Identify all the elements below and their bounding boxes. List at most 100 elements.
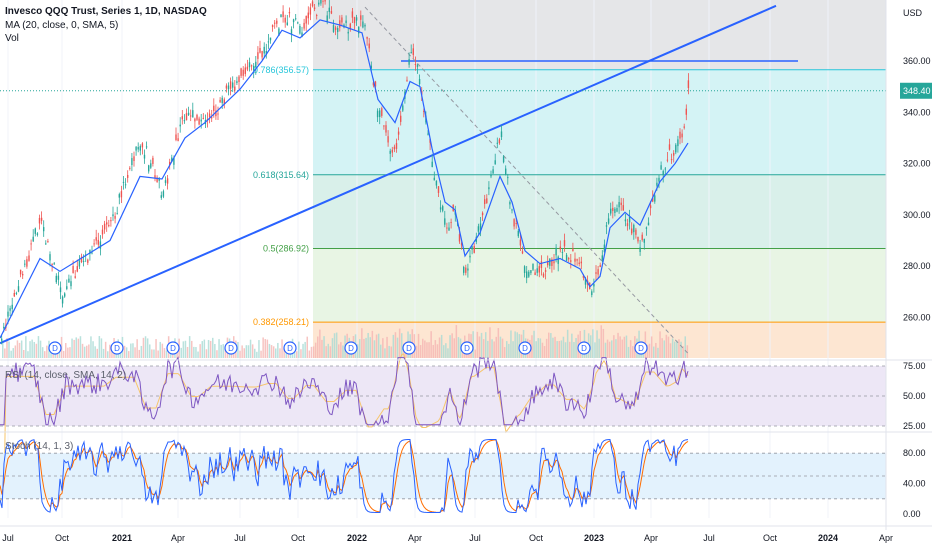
candle-body xyxy=(637,236,639,242)
volume-bar xyxy=(573,342,575,358)
volume-bar xyxy=(125,347,128,358)
time-tick: 2021 xyxy=(112,533,132,543)
candle-body xyxy=(74,276,76,278)
candle-body xyxy=(24,263,26,265)
candle-body xyxy=(618,202,620,208)
dividend-marker-label: D xyxy=(52,344,58,353)
candle-body xyxy=(437,186,440,193)
candle-body xyxy=(597,269,599,275)
volume-bar xyxy=(83,346,86,358)
volume-bar xyxy=(596,330,598,358)
time-tick: Jul xyxy=(234,533,246,543)
time-tick: Jul xyxy=(2,533,14,543)
volume-bar xyxy=(29,341,31,358)
volume-bar xyxy=(388,345,390,358)
volume-bar xyxy=(153,349,155,358)
candle-body xyxy=(605,225,608,227)
dividend-marker-label: D xyxy=(170,344,176,353)
volume-bar xyxy=(155,339,157,358)
candle-body xyxy=(385,125,387,133)
fib-label-2: 0.618(315.64) xyxy=(253,170,309,180)
candle-body xyxy=(330,11,333,14)
candle-body xyxy=(341,17,343,23)
candle-body xyxy=(496,142,498,144)
trend-line xyxy=(0,4,777,345)
volume-bar xyxy=(592,329,594,358)
volume-bar xyxy=(669,343,672,358)
volume-bar xyxy=(12,348,14,358)
candle-body xyxy=(40,217,43,221)
candle-body xyxy=(127,174,129,178)
candle-body xyxy=(183,120,186,122)
volume-bar xyxy=(58,351,61,358)
dividend-marker xyxy=(577,341,591,355)
candle-body xyxy=(248,62,251,68)
volume-bar xyxy=(480,332,483,358)
volume-bar xyxy=(503,347,506,358)
volume-bar xyxy=(243,348,245,358)
candle-body xyxy=(322,0,324,2)
candle-body xyxy=(22,273,24,276)
volume-bar xyxy=(629,340,632,358)
candle-body xyxy=(292,19,295,23)
volume-bar xyxy=(90,336,92,358)
candle-body xyxy=(376,110,379,118)
candle-body xyxy=(213,105,215,112)
volume-bar xyxy=(434,340,437,358)
candle-body xyxy=(624,219,627,222)
candle-body xyxy=(635,229,637,235)
candle-body xyxy=(530,270,532,274)
candle-body xyxy=(129,167,131,169)
candle-body xyxy=(154,175,156,179)
volume-bar xyxy=(338,344,340,358)
candle-body xyxy=(219,99,221,103)
volume-bar xyxy=(560,340,563,358)
candle-body xyxy=(337,28,339,33)
dividend-marker-label: D xyxy=(464,344,470,353)
candle-body xyxy=(612,207,614,212)
volume-bar xyxy=(132,343,134,358)
time-tick: Jul xyxy=(703,533,715,543)
volume-bar xyxy=(543,346,546,358)
volume-bar xyxy=(41,347,44,358)
volume-bar xyxy=(539,338,542,358)
volume-bar xyxy=(146,338,149,358)
volume-bar xyxy=(75,337,77,358)
volume-bar xyxy=(537,338,539,358)
candle-body xyxy=(513,219,515,227)
candle-body xyxy=(656,182,658,186)
volume-bar xyxy=(491,339,493,358)
candle-body xyxy=(572,248,574,252)
candle-body xyxy=(307,12,309,19)
volume-bar xyxy=(212,337,214,358)
volume-bar xyxy=(73,339,75,358)
candle-body xyxy=(328,7,330,12)
volume-bar xyxy=(657,347,659,358)
volume-bar xyxy=(37,336,40,358)
candle-body xyxy=(190,115,192,117)
dividend-marker-label: D xyxy=(406,344,412,353)
fib-zone-top xyxy=(313,0,886,70)
candle-body xyxy=(685,108,687,115)
volume-bar xyxy=(197,351,199,358)
volume-bar xyxy=(545,338,548,358)
volume-bar xyxy=(39,340,42,358)
candle-body xyxy=(431,161,433,168)
candle-body xyxy=(53,263,55,265)
candle-body xyxy=(370,65,372,69)
volume-bar xyxy=(306,336,308,358)
candle-body xyxy=(677,139,679,147)
candle-body xyxy=(316,15,318,17)
candle-body xyxy=(106,222,108,225)
volume-bar xyxy=(510,330,512,358)
time-tick: Oct xyxy=(763,533,778,543)
volume-bar xyxy=(180,347,182,358)
candle-body xyxy=(139,146,141,151)
volume-bar xyxy=(390,346,392,358)
volume-bar xyxy=(361,328,363,358)
candle-body xyxy=(647,222,650,226)
volume-bar xyxy=(535,341,537,358)
candle-body xyxy=(536,268,538,273)
